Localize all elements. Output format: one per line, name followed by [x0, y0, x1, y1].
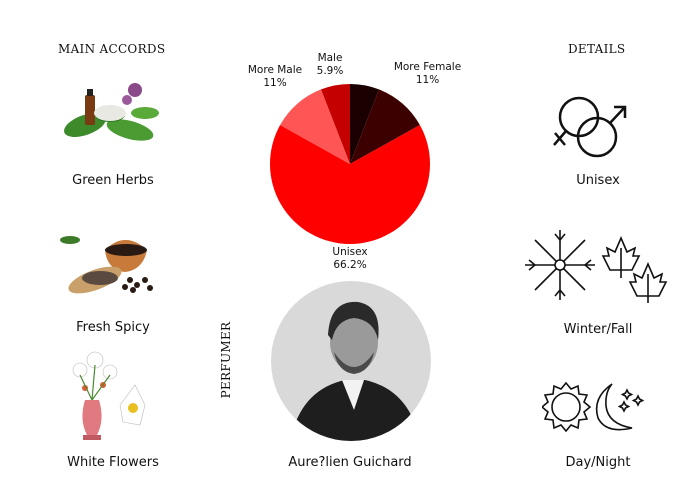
- pie-label-male: Male 5.9%: [305, 52, 355, 78]
- pie-slice-unlabeled-0: [350, 84, 379, 164]
- main-accords-heading: MAIN ACCORDS: [58, 42, 166, 56]
- gender-pie-chart: [270, 84, 430, 244]
- pie-label-more-male-name: More Male: [247, 64, 303, 76]
- fresh-spicy-image: [60, 236, 153, 294]
- accord-label-green-herbs: Green Herbs: [72, 173, 154, 188]
- pie-label-more-female: More Female 11%: [385, 61, 470, 87]
- pie-label-unisex: Unisex 66.2%: [320, 246, 380, 272]
- pie-slice-more-female: [350, 89, 420, 164]
- pie-label-more-male-value: 11%: [263, 77, 287, 89]
- perfumer-heading: PERFUMER: [219, 321, 233, 399]
- perfumer-name: Aure?lien Guichard: [288, 455, 412, 470]
- detail-label-winter-fall: Winter/Fall: [563, 322, 633, 337]
- detail-label-unisex: Unisex: [576, 173, 620, 188]
- accord-label-white-flowers: White Flowers: [67, 455, 159, 470]
- pie-label-male-name: Male: [317, 52, 343, 64]
- pie-slice-male: [321, 84, 350, 164]
- perfumer-photo: [271, 281, 431, 441]
- pie-label-more-female-name: More Female: [393, 61, 462, 73]
- pie-label-male-value: 5.9%: [316, 65, 344, 77]
- pie-label-unisex-name: Unisex: [332, 246, 368, 258]
- details-heading: DETAILS: [568, 42, 626, 56]
- pie-label-more-female-value: 11%: [415, 74, 440, 86]
- pie-label-unisex-value: 66.2%: [333, 259, 367, 271]
- sun-moon-icon: [542, 381, 645, 433]
- detail-label-day-night: Day/Night: [565, 455, 631, 470]
- pie-slice-unisex: [270, 125, 430, 244]
- snowflake-leaves-icon: [525, 230, 668, 303]
- accord-label-fresh-spicy: Fresh Spicy: [76, 320, 150, 335]
- green-herbs-image: [64, 83, 159, 141]
- white-flowers-image: [72, 351, 146, 440]
- pie-slice-more-male: [280, 89, 350, 164]
- gender-symbols-icon: [553, 96, 627, 158]
- pie-label-more-male: More Male 11%: [240, 64, 310, 90]
